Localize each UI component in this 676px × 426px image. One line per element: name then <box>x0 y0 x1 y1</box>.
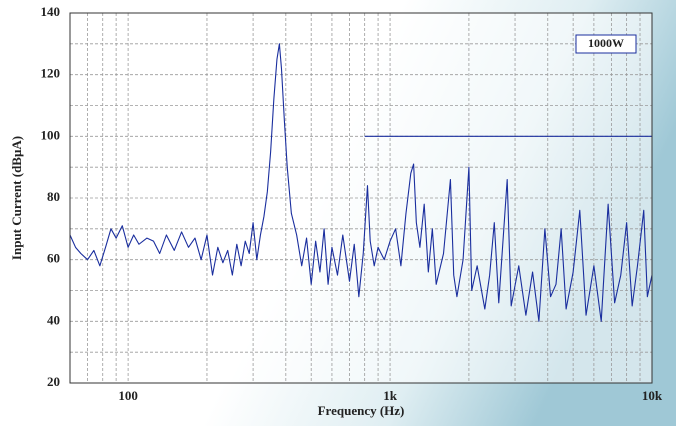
y-tick-label: 60 <box>47 251 60 266</box>
x-axis-label: Frequency (Hz) <box>318 403 405 418</box>
y-tick-label: 100 <box>41 127 61 142</box>
y-tick-label: 20 <box>47 374 60 389</box>
x-tick-label: 1k <box>383 388 398 403</box>
x-tick-label: 10k <box>642 388 663 403</box>
plot-frame <box>69 12 653 384</box>
y-tick-label: 40 <box>47 312 60 327</box>
series-line <box>69 43 653 322</box>
annotation: 1000W <box>588 36 624 50</box>
y-tick-label: 80 <box>47 189 60 204</box>
y-tick-label: 140 <box>41 4 61 19</box>
lines <box>69 43 653 322</box>
x-tick-label: 100 <box>118 388 138 403</box>
annotation-box <box>575 34 637 54</box>
y-tick-label: 120 <box>41 66 61 81</box>
y-axis-label: Input Current (dBμA) <box>9 136 24 260</box>
